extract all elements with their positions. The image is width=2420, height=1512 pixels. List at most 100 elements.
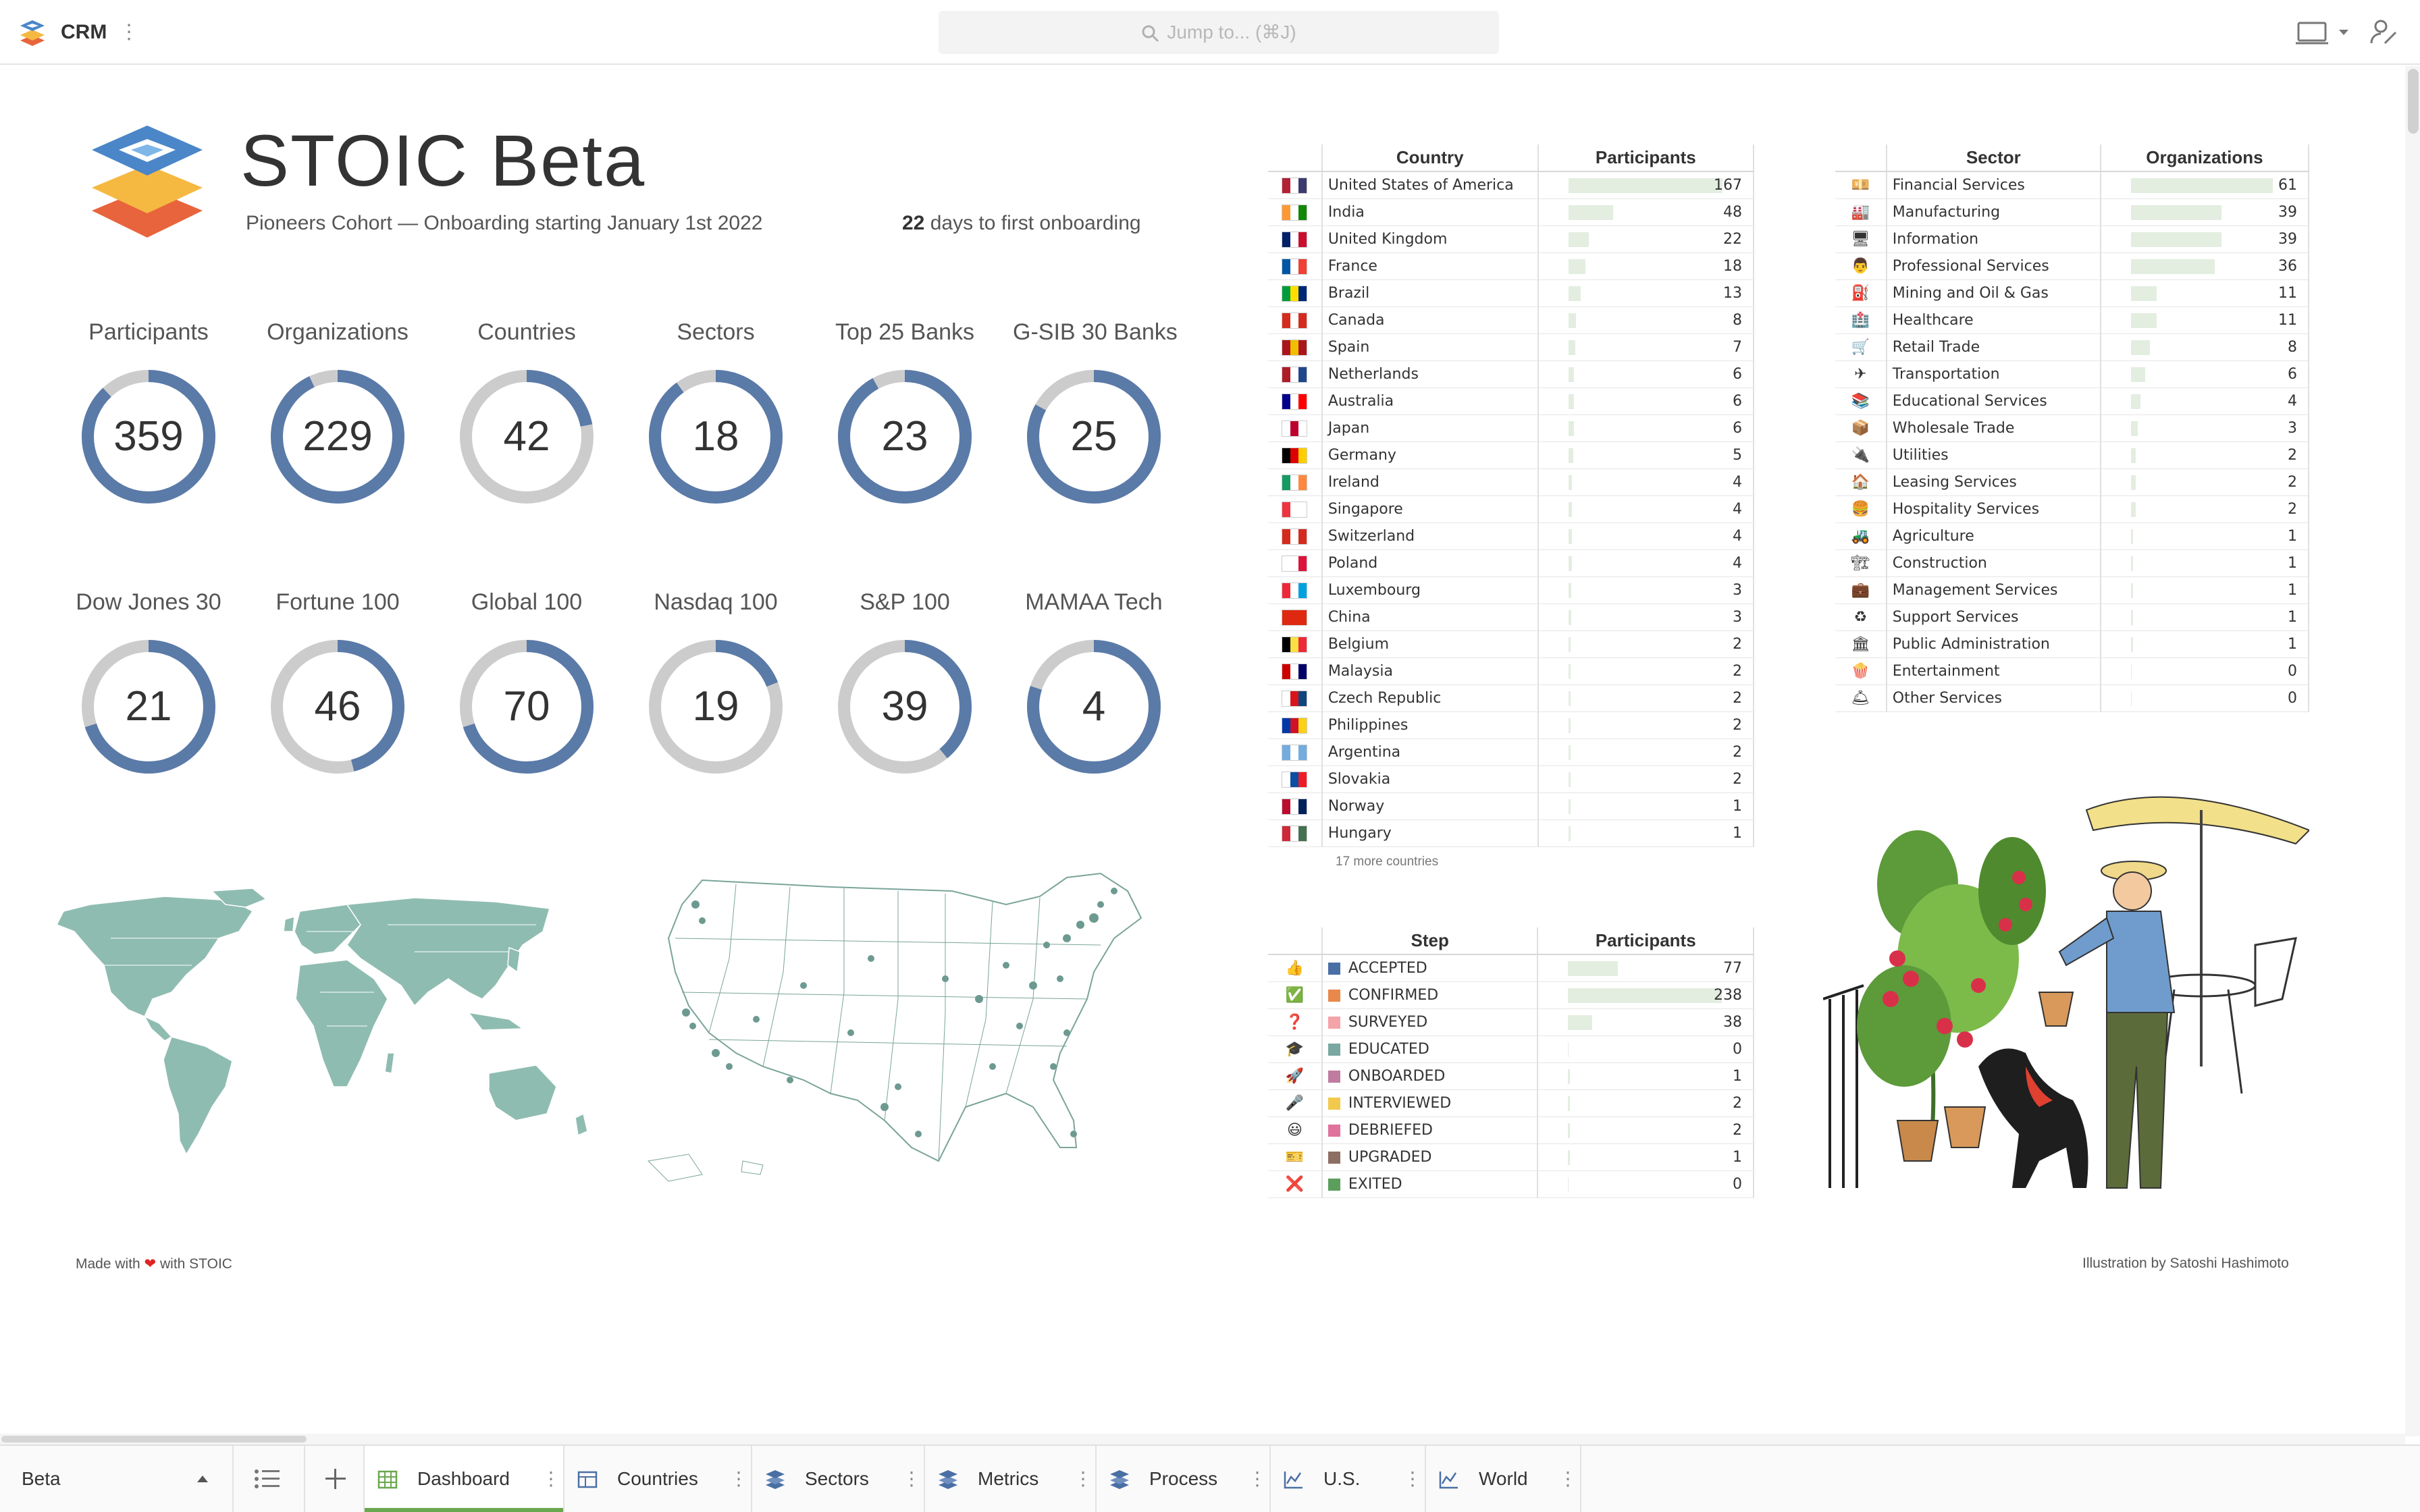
world-map[interactable] <box>9 884 614 1161</box>
step-column-header[interactable]: Step <box>1321 927 1539 955</box>
name-cell[interactable]: Philippines <box>1321 711 1539 739</box>
table-row[interactable]: 🛎 Other Services 0 <box>1835 684 2310 712</box>
value-cell[interactable]: 1 <box>2100 576 2310 604</box>
table-row[interactable]: 👍 ACCEPTED 77 <box>1268 954 1754 982</box>
value-cell[interactable]: 39 <box>2100 198 2310 226</box>
table-row[interactable]: ✈ Transportation 6 <box>1835 360 2310 388</box>
table-row[interactable]: 🏥 Healthcare 11 <box>1835 306 2310 334</box>
name-cell[interactable]: Professional Services <box>1886 252 2101 280</box>
table-row[interactable]: ✅ CONFIRMED 238 <box>1268 981 1754 1009</box>
value-cell[interactable]: 4 <box>1537 522 1755 550</box>
table-row[interactable]: Brazil 13 <box>1268 279 1755 307</box>
stoic-logo-icon[interactable] <box>18 18 47 47</box>
name-cell[interactable]: DEBRIEFED <box>1321 1116 1539 1144</box>
tab-menu-icon[interactable]: ⋮ <box>1074 1468 1093 1489</box>
value-cell[interactable]: 22 <box>1537 225 1755 253</box>
name-cell[interactable]: Hospitality Services <box>1886 495 2101 523</box>
app-name[interactable]: CRM <box>61 21 107 43</box>
name-cell[interactable]: Canada <box>1321 306 1539 334</box>
name-cell[interactable]: Slovakia <box>1321 765 1539 793</box>
table-row[interactable]: 👨 Professional Services 36 <box>1835 252 2310 280</box>
table-row[interactable]: 🖥 Information 39 <box>1835 225 2310 253</box>
name-cell[interactable]: Spain <box>1321 333 1539 361</box>
name-cell[interactable]: Czech Republic <box>1321 684 1539 712</box>
tab-menu-icon[interactable]: ⋮ <box>902 1468 921 1489</box>
value-cell[interactable]: 5 <box>1537 441 1755 469</box>
table-row[interactable]: Luxembourg 3 <box>1268 576 1755 604</box>
value-cell[interactable]: 38 <box>1537 1008 1754 1036</box>
name-cell[interactable]: China <box>1321 603 1539 631</box>
value-cell[interactable]: 2 <box>2100 468 2310 496</box>
table-row[interactable]: Belgium 2 <box>1268 630 1755 658</box>
table-row[interactable]: 😃 DEBRIEFED 2 <box>1268 1116 1754 1144</box>
table-row[interactable]: United States of America 167 <box>1268 171 1755 199</box>
name-cell[interactable]: France <box>1321 252 1539 280</box>
sector-column-header[interactable]: Sector <box>1886 144 2101 172</box>
value-cell[interactable]: 6 <box>1537 387 1755 415</box>
value-cell[interactable]: 7 <box>1537 333 1755 361</box>
user-edit-icon[interactable] <box>2369 18 2398 47</box>
tab-metrics[interactable]: Metrics ⋮ <box>925 1446 1097 1512</box>
tab-countries[interactable]: Countries ⋮ <box>564 1446 752 1512</box>
value-cell[interactable]: 77 <box>1537 954 1754 982</box>
table-row[interactable]: 📚 Educational Services 4 <box>1835 387 2310 415</box>
tab-u-s-[interactable]: U.S. ⋮ <box>1271 1446 1426 1512</box>
table-row[interactable]: 🏭 Manufacturing 39 <box>1835 198 2310 226</box>
table-row[interactable]: Poland 4 <box>1268 549 1755 577</box>
value-cell[interactable]: 2 <box>1537 684 1755 712</box>
name-cell[interactable]: Retail Trade <box>1886 333 2101 361</box>
tab-menu-icon[interactable]: ⋮ <box>542 1468 560 1489</box>
value-cell[interactable]: 1 <box>2100 630 2310 658</box>
name-cell[interactable]: Support Services <box>1886 603 2101 631</box>
name-cell[interactable]: UPGRADED <box>1321 1143 1539 1171</box>
table-row[interactable]: ❓ SURVEYED 38 <box>1268 1008 1754 1036</box>
value-cell[interactable]: 0 <box>1537 1035 1754 1063</box>
value-cell[interactable]: 3 <box>1537 576 1755 604</box>
horizontal-scrollbar-thumb[interactable] <box>1 1436 307 1442</box>
value-cell[interactable]: 2 <box>1537 630 1755 658</box>
name-cell[interactable]: Other Services <box>1886 684 2101 712</box>
value-cell[interactable]: 2 <box>1537 657 1755 685</box>
name-cell[interactable]: Mining and Oil & Gas <box>1886 279 2101 307</box>
add-tab-button[interactable] <box>305 1446 365 1512</box>
name-cell[interactable]: Educational Services <box>1886 387 2101 415</box>
participants-column-header[interactable]: Participants <box>1537 144 1755 172</box>
table-row[interactable]: Australia 6 <box>1268 387 1755 415</box>
name-cell[interactable]: Transportation <box>1886 360 2101 388</box>
table-row[interactable]: 🚜 Agriculture 1 <box>1835 522 2310 550</box>
name-cell[interactable]: SURVEYED <box>1321 1008 1539 1036</box>
value-cell[interactable]: 2 <box>2100 495 2310 523</box>
value-cell[interactable]: 18 <box>1537 252 1755 280</box>
tab-menu-icon[interactable]: ⋮ <box>1403 1468 1422 1489</box>
table-row[interactable]: Singapore 4 <box>1268 495 1755 523</box>
name-cell[interactable]: Japan <box>1321 414 1539 442</box>
value-cell[interactable]: 2 <box>1537 765 1755 793</box>
value-cell[interactable]: 2 <box>2100 441 2310 469</box>
tab-dashboard[interactable]: Dashboard ⋮ <box>365 1446 564 1512</box>
name-cell[interactable]: Manufacturing <box>1886 198 2101 226</box>
value-cell[interactable]: 1 <box>1537 819 1755 847</box>
table-row[interactable]: 🎫 UPGRADED 1 <box>1268 1143 1754 1171</box>
table-row[interactable]: 🏠 Leasing Services 2 <box>1835 468 2310 496</box>
table-row[interactable]: Czech Republic 2 <box>1268 684 1755 712</box>
table-row[interactable]: Malaysia 2 <box>1268 657 1755 685</box>
name-cell[interactable]: Malaysia <box>1321 657 1539 685</box>
value-cell[interactable]: 167 <box>1537 171 1755 199</box>
table-row[interactable]: United Kingdom 22 <box>1268 225 1755 253</box>
table-row[interactable]: 🍔 Hospitality Services 2 <box>1835 495 2310 523</box>
table-row[interactable]: Switzerland 4 <box>1268 522 1755 550</box>
vertical-dots-icon[interactable]: ⋮ <box>119 21 139 43</box>
value-cell[interactable]: 2 <box>1537 738 1755 766</box>
name-cell[interactable]: Singapore <box>1321 495 1539 523</box>
name-cell[interactable]: Brazil <box>1321 279 1539 307</box>
name-cell[interactable]: Construction <box>1886 549 2101 577</box>
value-cell[interactable]: 0 <box>2100 684 2310 712</box>
name-cell[interactable]: India <box>1321 198 1539 226</box>
name-cell[interactable]: Hungary <box>1321 819 1539 847</box>
table-row[interactable]: Philippines 2 <box>1268 711 1755 739</box>
tab-menu-icon[interactable]: ⋮ <box>1558 1468 1577 1489</box>
value-cell[interactable]: 13 <box>1537 279 1755 307</box>
value-cell[interactable]: 6 <box>2100 360 2310 388</box>
horizontal-scrollbar[interactable] <box>0 1434 2405 1444</box>
name-cell[interactable]: EXITED <box>1321 1170 1539 1198</box>
